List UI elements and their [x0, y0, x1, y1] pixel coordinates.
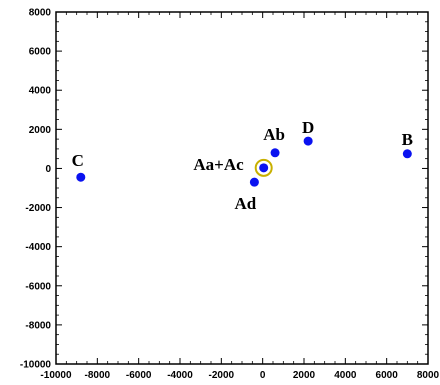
- point-label-ad: Ad: [235, 194, 257, 213]
- y-tick-label: -8000: [25, 320, 51, 331]
- data-point-b: [402, 149, 412, 159]
- point-label-aa-ac: Aa+Ac: [193, 155, 244, 174]
- highlight-ring: [254, 158, 273, 177]
- point-labels: C Ad Aa+Ac Ab D B: [72, 118, 413, 213]
- y-tick-label: 8000: [29, 8, 52, 19]
- y-tick-label: -6000: [25, 281, 51, 292]
- x-tick-label: 6000: [376, 370, 399, 381]
- y-axis: -10000 -8000 -6000 -4000 -2000 0 2000 4000 6000 8…: [20, 8, 428, 371]
- x-tick-label: -4000: [167, 370, 193, 381]
- data-point-ad: [249, 177, 259, 187]
- y-tick-label: 6000: [29, 47, 52, 58]
- y-tick-label: 2000: [29, 125, 52, 136]
- y-tick-label: -2000: [25, 203, 51, 214]
- data-points: [76, 136, 412, 187]
- x-tick-label: 4000: [334, 370, 357, 381]
- y-tick-label: -10000: [20, 360, 52, 371]
- data-point-ab: [270, 148, 280, 158]
- point-label-d: D: [302, 118, 314, 137]
- data-point-aa-ac: [259, 163, 269, 173]
- point-label-c: C: [72, 151, 84, 170]
- x-tick-label: 8000: [417, 370, 440, 381]
- y-tick-label: -4000: [25, 242, 51, 253]
- highlight-layer: [254, 158, 273, 177]
- y-tick-label: 4000: [29, 86, 52, 97]
- data-point-c: [76, 172, 86, 182]
- x-tick-label: -2000: [209, 370, 235, 381]
- x-tick-label: -10000: [40, 370, 72, 381]
- x-tick-label: 0: [260, 370, 266, 381]
- x-tick-label: 2000: [293, 370, 316, 381]
- data-point-d: [303, 136, 313, 146]
- x-tick-label: -6000: [126, 370, 152, 381]
- plot-frame: [55, 11, 429, 365]
- x-axis: -10000 -8000 -6000 -4000 -2000 0 2000 4000 6000 8…: [40, 12, 440, 381]
- point-label-ab: Ab: [263, 125, 285, 144]
- x-tick-label: -8000: [85, 370, 111, 381]
- y-tick-label: 0: [45, 164, 51, 175]
- point-label-b: B: [402, 130, 413, 149]
